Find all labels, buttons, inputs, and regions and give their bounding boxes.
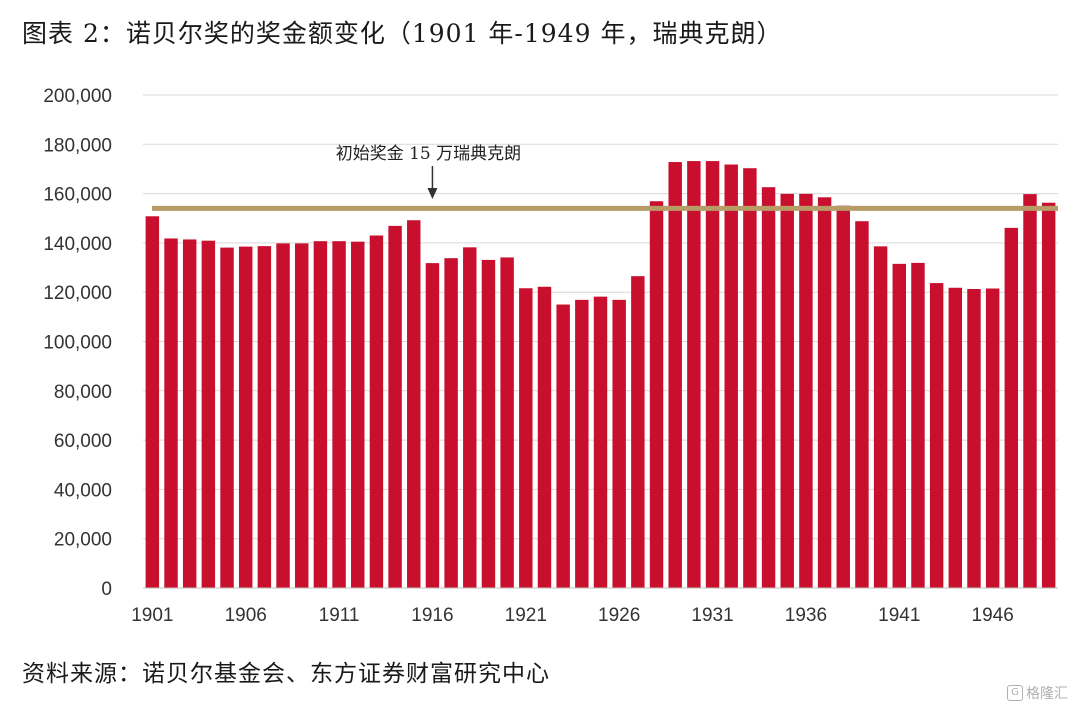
bar-1942 (911, 262, 925, 588)
bar-1945 (967, 288, 981, 588)
x-tick-label: 1906 (225, 605, 267, 626)
bar-chart: 0 20,000 40,000 60,000 80,000 100,000 120,000 1… (43, 86, 1058, 626)
bar-1929 (668, 162, 682, 588)
y-tick-label: 180,000 (43, 135, 112, 156)
bar-1933 (743, 168, 757, 588)
bar-1909 (295, 243, 309, 588)
bar-1940 (873, 246, 888, 588)
x-tick-label: 1921 (505, 605, 547, 626)
x-tick-label: 1936 (785, 605, 827, 626)
bar-1911 (332, 241, 346, 588)
bar-1920 (500, 257, 514, 588)
bar-1918 (463, 247, 477, 588)
bar-1925 (593, 296, 608, 588)
y-tick-label: 40,000 (54, 480, 112, 501)
bar-1923 (556, 304, 570, 588)
bar-1907 (257, 246, 272, 589)
bar-1910 (313, 241, 328, 588)
bar-1934 (761, 187, 776, 589)
bar-1938 (836, 205, 850, 588)
chart-title: 图表 2：诺贝尔奖的奖金额变化（1901 年-1949 年，瑞典克朗） (22, 19, 783, 48)
x-axis-tick-labels: 1901 1906 1911 1916 1921 1926 1931 1936 1941 1946 (131, 605, 1014, 626)
bar-1913 (369, 235, 384, 588)
y-tick-label: 100,000 (43, 333, 112, 354)
x-tick-label: 1916 (411, 605, 453, 626)
x-tick-label: 1901 (131, 605, 173, 626)
bar-1931 (705, 161, 720, 588)
y-tick-label: 120,000 (43, 283, 112, 304)
y-tick-label: 80,000 (54, 382, 112, 403)
bar-1947 (1004, 227, 1019, 588)
bar-1926 (612, 299, 626, 588)
bar-1948 (1023, 194, 1037, 588)
annotation-arrowhead-icon (427, 188, 438, 199)
source-note: 资料来源：诺贝尔基金会、东方证券财富研究中心 (22, 661, 550, 687)
watermark: G 格隆汇 (1007, 683, 1068, 703)
x-tick-label: 1926 (598, 605, 640, 626)
bar-1904 (201, 240, 216, 588)
x-tick-label: 1946 (972, 605, 1014, 626)
bar-1905 (220, 247, 234, 588)
x-tick-label: 1911 (319, 605, 360, 626)
bar-1914 (388, 225, 402, 589)
bar-1919 (481, 259, 496, 588)
bar-1906 (238, 246, 253, 588)
x-tick-label: 1941 (878, 605, 920, 626)
bar-1903 (182, 239, 197, 588)
bar-1939 (855, 221, 869, 588)
x-tick-label: 1931 (691, 605, 733, 626)
bar-1949 (1041, 202, 1056, 588)
bar-1917 (444, 258, 458, 588)
y-tick-label: 200,000 (43, 86, 112, 107)
bar-1908 (276, 243, 290, 588)
y-tick-label: 160,000 (43, 185, 112, 206)
watermark-text: 格隆汇 (1026, 686, 1068, 702)
y-tick-label: 20,000 (54, 530, 112, 551)
bar-1946 (985, 288, 1000, 588)
y-tick-label: 0 (101, 579, 112, 600)
bar-1930 (687, 161, 701, 588)
bar-1924 (575, 299, 589, 588)
bar-1941 (892, 263, 906, 588)
bar-1922 (537, 286, 552, 588)
bar-1928 (649, 201, 664, 588)
bar-1902 (164, 238, 178, 588)
y-axis-tick-labels: 0 20,000 40,000 60,000 80,000 100,000 120,000 1… (43, 86, 112, 600)
bar-1937 (817, 197, 832, 589)
watermark-logo-icon: G (1007, 685, 1023, 701)
bar-1932 (724, 164, 738, 588)
annotation-text: 初始奖金 15 万瑞典克朗 (336, 144, 521, 164)
bar-1944 (948, 287, 963, 588)
bar-1916 (425, 263, 440, 588)
bar-1943 (929, 283, 944, 588)
y-tick-label: 60,000 (54, 431, 112, 452)
bar-1901 (145, 216, 160, 588)
bars (145, 161, 1056, 589)
bar-1927 (631, 276, 645, 588)
annotation: 初始奖金 15 万瑞典克朗 (336, 144, 521, 199)
bar-1921 (519, 288, 533, 588)
bar-1915 (407, 220, 421, 589)
bar-1935 (780, 193, 794, 588)
bar-1912 (351, 241, 365, 589)
bar-1936 (799, 193, 813, 588)
y-tick-label: 140,000 (43, 234, 112, 255)
